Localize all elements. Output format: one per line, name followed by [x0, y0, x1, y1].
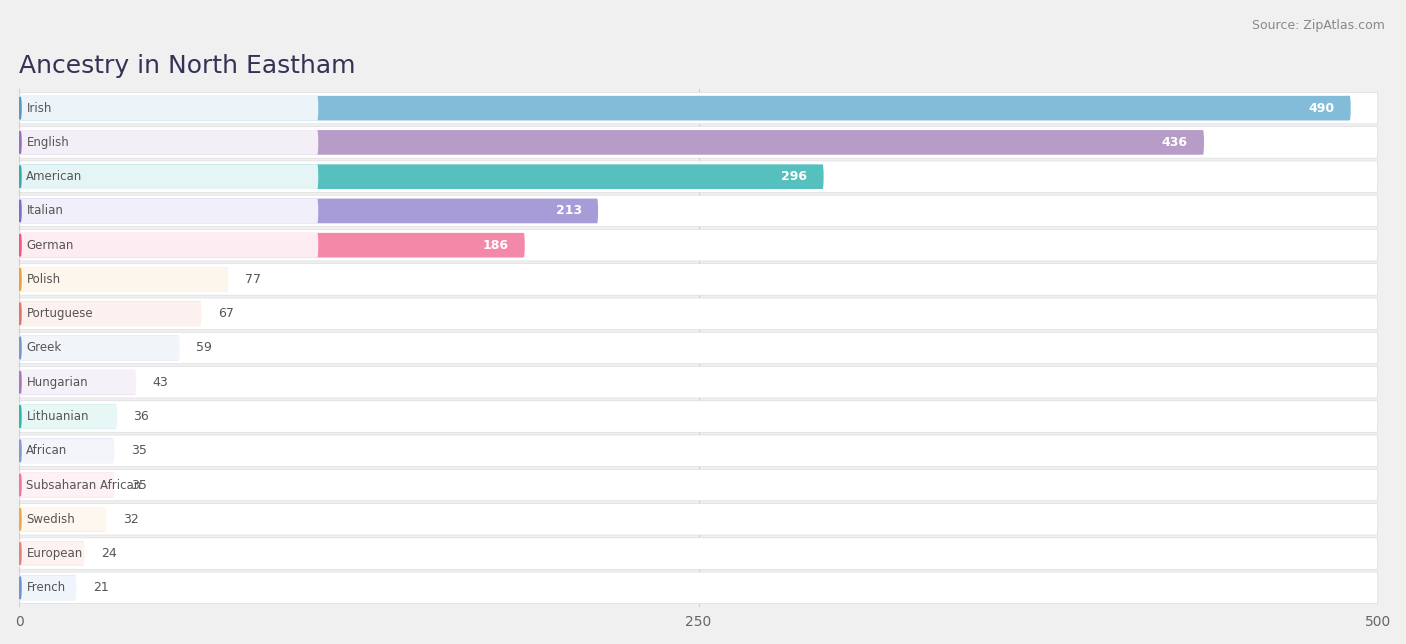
Text: Hungarian: Hungarian [27, 375, 89, 389]
FancyBboxPatch shape [20, 469, 1378, 501]
Text: African: African [27, 444, 67, 457]
FancyBboxPatch shape [20, 538, 1378, 569]
Circle shape [20, 371, 21, 393]
FancyBboxPatch shape [20, 572, 1378, 603]
FancyBboxPatch shape [20, 370, 318, 395]
Text: 43: 43 [152, 375, 169, 389]
Text: 67: 67 [218, 307, 233, 320]
FancyBboxPatch shape [20, 576, 76, 600]
FancyBboxPatch shape [20, 229, 1378, 261]
Text: Greek: Greek [27, 341, 62, 354]
Text: Ancestry in North Eastham: Ancestry in North Eastham [20, 53, 356, 78]
Text: 213: 213 [555, 204, 582, 218]
FancyBboxPatch shape [20, 439, 318, 463]
Circle shape [20, 97, 21, 119]
Text: European: European [27, 547, 83, 560]
Text: Source: ZipAtlas.com: Source: ZipAtlas.com [1251, 19, 1385, 32]
FancyBboxPatch shape [20, 96, 1351, 120]
Circle shape [20, 269, 21, 290]
FancyBboxPatch shape [20, 127, 1378, 158]
FancyBboxPatch shape [20, 336, 180, 361]
FancyBboxPatch shape [20, 195, 1378, 227]
Circle shape [20, 440, 21, 462]
Text: English: English [27, 136, 69, 149]
Text: 59: 59 [195, 341, 212, 354]
FancyBboxPatch shape [20, 92, 1378, 124]
Text: 186: 186 [482, 239, 509, 252]
Text: Italian: Italian [27, 204, 63, 218]
FancyBboxPatch shape [20, 130, 318, 155]
FancyBboxPatch shape [20, 263, 1378, 295]
FancyBboxPatch shape [20, 233, 524, 258]
Text: German: German [27, 239, 73, 252]
FancyBboxPatch shape [20, 301, 318, 326]
Circle shape [20, 577, 21, 599]
FancyBboxPatch shape [20, 370, 136, 395]
Circle shape [20, 234, 21, 256]
Text: Polish: Polish [27, 273, 60, 286]
FancyBboxPatch shape [20, 541, 318, 566]
FancyBboxPatch shape [20, 366, 1378, 398]
Text: 77: 77 [245, 273, 262, 286]
Circle shape [20, 508, 21, 531]
Text: 36: 36 [134, 410, 149, 423]
Text: Swedish: Swedish [27, 513, 75, 526]
FancyBboxPatch shape [20, 576, 318, 600]
FancyBboxPatch shape [20, 504, 1378, 535]
Circle shape [20, 200, 21, 222]
Circle shape [20, 406, 21, 428]
FancyBboxPatch shape [20, 336, 318, 361]
Text: 32: 32 [122, 513, 138, 526]
Text: French: French [27, 582, 66, 594]
FancyBboxPatch shape [20, 233, 318, 258]
FancyBboxPatch shape [20, 96, 318, 120]
FancyBboxPatch shape [20, 267, 229, 292]
FancyBboxPatch shape [20, 301, 201, 326]
FancyBboxPatch shape [20, 130, 1204, 155]
FancyBboxPatch shape [20, 401, 1378, 432]
Text: 21: 21 [93, 582, 108, 594]
FancyBboxPatch shape [20, 435, 1378, 466]
Circle shape [20, 131, 21, 153]
Text: 296: 296 [782, 170, 807, 183]
Circle shape [20, 542, 21, 565]
Text: 35: 35 [131, 444, 146, 457]
FancyBboxPatch shape [20, 298, 1378, 330]
FancyBboxPatch shape [20, 439, 114, 463]
Circle shape [20, 166, 21, 188]
Text: 24: 24 [101, 547, 117, 560]
FancyBboxPatch shape [20, 404, 318, 429]
Circle shape [20, 474, 21, 496]
Text: Portuguese: Portuguese [27, 307, 93, 320]
FancyBboxPatch shape [20, 267, 318, 292]
Circle shape [20, 303, 21, 325]
FancyBboxPatch shape [20, 541, 84, 566]
FancyBboxPatch shape [20, 507, 107, 532]
FancyBboxPatch shape [20, 164, 824, 189]
FancyBboxPatch shape [20, 198, 598, 223]
Text: Lithuanian: Lithuanian [27, 410, 89, 423]
FancyBboxPatch shape [20, 473, 114, 497]
Text: 436: 436 [1161, 136, 1188, 149]
FancyBboxPatch shape [20, 332, 1378, 364]
FancyBboxPatch shape [20, 161, 1378, 193]
FancyBboxPatch shape [20, 404, 117, 429]
Text: Irish: Irish [27, 102, 52, 115]
Text: 35: 35 [131, 478, 146, 491]
Text: 490: 490 [1308, 102, 1334, 115]
FancyBboxPatch shape [20, 507, 318, 532]
FancyBboxPatch shape [20, 473, 318, 497]
Text: Subsaharan African: Subsaharan African [27, 478, 142, 491]
Circle shape [20, 337, 21, 359]
Text: American: American [27, 170, 83, 183]
FancyBboxPatch shape [20, 164, 318, 189]
FancyBboxPatch shape [20, 198, 318, 223]
